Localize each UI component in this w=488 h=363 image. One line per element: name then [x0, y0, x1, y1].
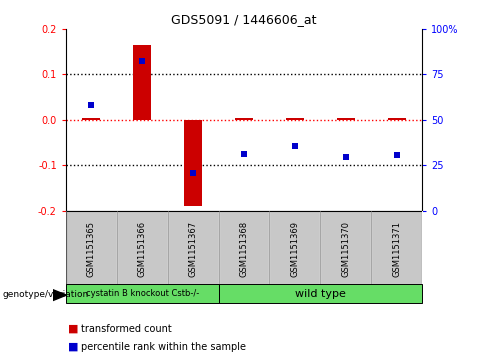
Text: GSM1151366: GSM1151366 [138, 221, 147, 277]
Text: percentile rank within the sample: percentile rank within the sample [81, 342, 245, 352]
Bar [219, 211, 269, 285]
Text: wild type: wild type [295, 289, 346, 299]
Text: genotype/variation: genotype/variation [2, 290, 89, 299]
Bar [371, 211, 422, 285]
Bar [286, 118, 304, 120]
Polygon shape [53, 290, 66, 301]
Bar [168, 211, 219, 285]
Text: ■: ■ [68, 342, 79, 352]
Text: GSM1151367: GSM1151367 [188, 221, 198, 277]
Bar [66, 284, 219, 303]
Bar [337, 118, 355, 120]
Bar [117, 211, 168, 285]
Text: GSM1151368: GSM1151368 [240, 221, 248, 277]
Text: ■: ■ [68, 323, 79, 334]
Text: GSM1151369: GSM1151369 [290, 221, 300, 277]
Text: GSM1151365: GSM1151365 [87, 221, 96, 277]
Bar [320, 211, 371, 285]
Bar [82, 118, 100, 120]
Bar [388, 118, 406, 120]
Text: GSM1151370: GSM1151370 [341, 221, 350, 277]
Text: transformed count: transformed count [81, 323, 171, 334]
Bar [219, 284, 422, 303]
Bar [269, 211, 320, 285]
Bar [66, 211, 117, 285]
Text: cystatin B knockout Cstb-/-: cystatin B knockout Cstb-/- [85, 289, 199, 298]
Bar [235, 118, 253, 120]
Title: GDS5091 / 1446606_at: GDS5091 / 1446606_at [171, 13, 317, 26]
Bar [133, 45, 151, 120]
Text: GSM1151371: GSM1151371 [392, 221, 401, 277]
Bar [184, 120, 202, 206]
